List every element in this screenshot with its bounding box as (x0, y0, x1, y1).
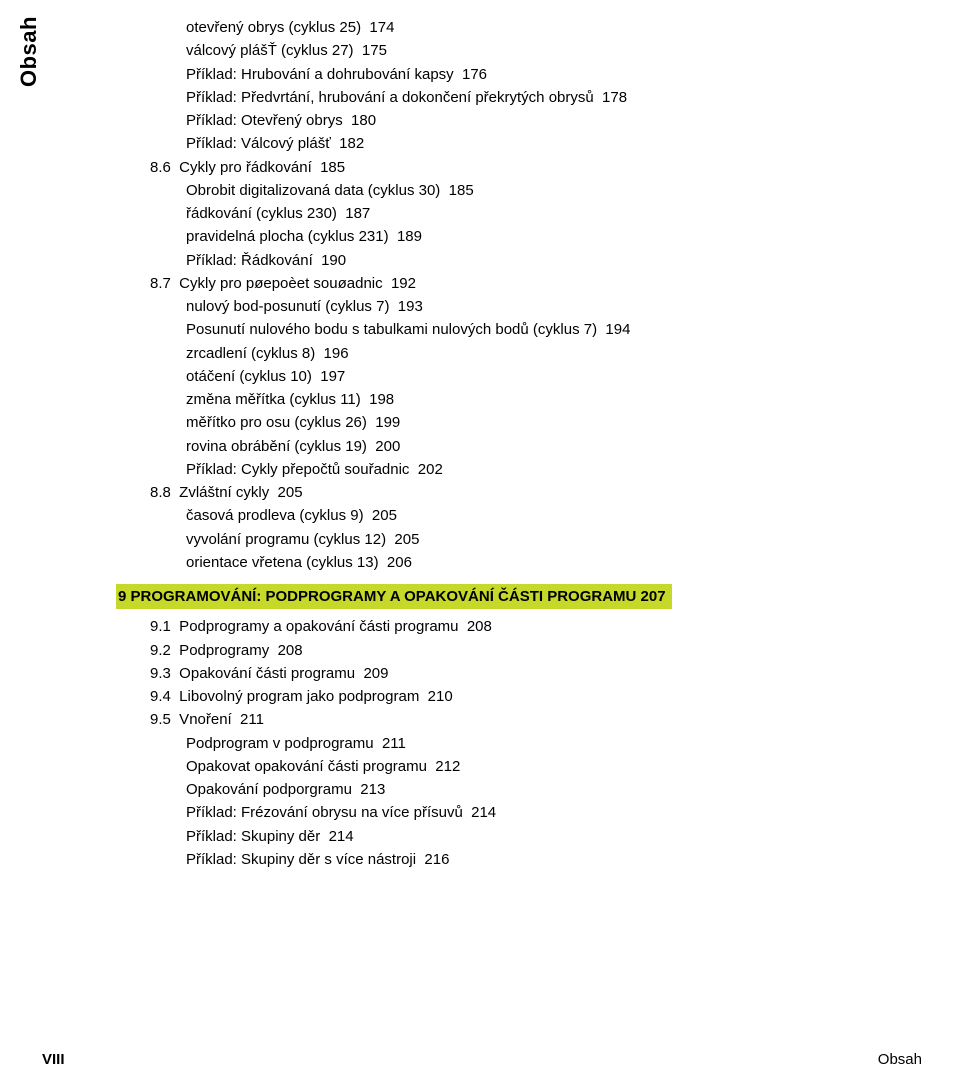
toc-line: Opakovat opakování části programu 212 (150, 755, 920, 778)
toc-line: Příklad: Válcový plášť 182 (150, 132, 920, 155)
toc-line: Příklad: Frézování obrysu na více přísuv… (150, 801, 920, 824)
toc-line: Podprogram v podprogramu 211 (150, 732, 920, 755)
toc-line: Opakování podporgramu 213 (150, 778, 920, 801)
toc-line: otáčení (cyklus 10) 197 (150, 365, 920, 388)
toc-lines-block-2: 9.1 Podprogramy a opakování části progra… (150, 615, 920, 871)
toc-line: 9.1 Podprogramy a opakování části progra… (150, 615, 920, 638)
page-footer: VIII Obsah (42, 1051, 922, 1068)
toc-line: 9.5 Vnoření 211 (150, 708, 920, 731)
toc-line: Příklad: Hrubování a dohrubování kapsy 1… (150, 63, 920, 86)
footer-label: Obsah (878, 1051, 922, 1068)
toc-line: Příklad: Otevřený obrys 180 (150, 109, 920, 132)
toc-line: 8.8 Zvláštní cykly 205 (150, 481, 920, 504)
toc-line: změna měřítka (cyklus 11) 198 (150, 388, 920, 411)
toc-line: 9.2 Podprogramy 208 (150, 639, 920, 662)
toc-lines-block-1: otevřený obrys (cyklus 25) 174válcový pl… (150, 16, 920, 574)
toc-line: vyvolání programu (cyklus 12) 205 (150, 528, 920, 551)
toc-line: Příklad: Cykly přepočtů souřadnic 202 (150, 458, 920, 481)
side-tab-label: Obsah (16, 16, 42, 87)
toc-line: Příklad: Předvrtání, hrubování a dokonče… (150, 86, 920, 109)
toc-line: Příklad: Skupiny děr 214 (150, 825, 920, 848)
toc-line: řádkování (cyklus 230) 187 (150, 202, 920, 225)
page: Obsah otevřený obrys (cyklus 25) 174válc… (0, 0, 960, 1088)
toc-line: 8.6 Cykly pro řádkování 185 (150, 156, 920, 179)
toc-line: Příklad: Skupiny děr s více nástroji 216 (150, 848, 920, 871)
chapter-9-title: 9 PROGRAMOVÁNÍ: PODPROGRAMY A OPAKOVÁNÍ … (116, 584, 672, 609)
toc-line: válcový plášŤ (cyklus 27) 175 (150, 39, 920, 62)
toc-line: Příklad: Řádkování 190 (150, 249, 920, 272)
toc-line: časová prodleva (cyklus 9) 205 (150, 504, 920, 527)
toc-line: 9.4 Libovolný program jako podprogram 21… (150, 685, 920, 708)
toc-line: zrcadlení (cyklus 8) 196 (150, 342, 920, 365)
toc-line: Obrobit digitalizovaná data (cyklus 30) … (150, 179, 920, 202)
toc-line: měřítko pro osu (cyklus 26) 199 (150, 411, 920, 434)
toc-content: otevřený obrys (cyklus 25) 174válcový pl… (150, 16, 920, 871)
page-number: VIII (42, 1051, 65, 1068)
toc-line: orientace vřetena (cyklus 13) 206 (150, 551, 920, 574)
toc-line: 9.3 Opakování části programu 209 (150, 662, 920, 685)
toc-line: 8.7 Cykly pro pøepoèet souøadnic 192 (150, 272, 920, 295)
toc-line: Posunutí nulového bodu s tabulkami nulov… (150, 318, 920, 341)
toc-line: rovina obrábění (cyklus 19) 200 (150, 435, 920, 458)
toc-line: pravidelná plocha (cyklus 231) 189 (150, 225, 920, 248)
toc-line: otevřený obrys (cyklus 25) 174 (150, 16, 920, 39)
toc-line: nulový bod-posunutí (cyklus 7) 193 (150, 295, 920, 318)
